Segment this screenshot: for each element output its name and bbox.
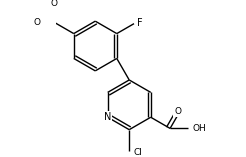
Text: Cl: Cl [134, 148, 142, 157]
Text: N: N [104, 112, 111, 122]
Text: O: O [51, 0, 58, 8]
Text: O: O [33, 18, 41, 27]
Text: O: O [174, 107, 181, 116]
Text: F: F [137, 18, 142, 28]
Text: OH: OH [193, 124, 207, 133]
